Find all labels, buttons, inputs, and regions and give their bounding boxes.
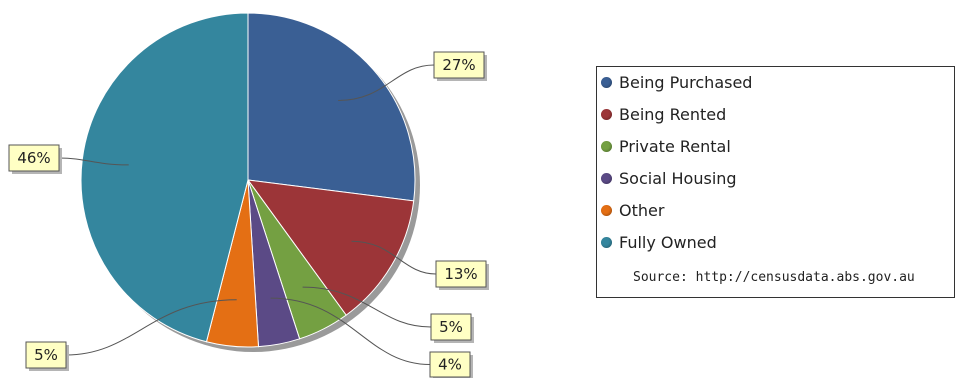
- legend-item-being-purchased: Being Purchased: [601, 71, 752, 93]
- legend-item-being-rented: Being Rented: [601, 103, 726, 125]
- pie-slice-being-purchased: [247, 12, 416, 202]
- legend-swatch: [601, 76, 612, 88]
- leader-line-being-purchased: [338, 64, 435, 101]
- slice-label-text: 13%: [444, 265, 477, 283]
- legend-swatch: [601, 236, 612, 248]
- legend-swatch: [601, 108, 612, 120]
- slice-label-box: [25, 341, 67, 369]
- legend-item-social-housing: Social Housing: [601, 167, 737, 189]
- legend-label: Fully Owned: [619, 232, 717, 252]
- legend-item-other: Other: [601, 199, 664, 221]
- pie-slice-being-rented: [246, 179, 415, 316]
- slice-label-box: [429, 351, 471, 378]
- slice-label-text: 27%: [442, 56, 475, 74]
- legend-label: Being Rented: [619, 104, 727, 124]
- slice-label-text: 5%: [34, 346, 58, 364]
- legend-item-private-rental: Private Rental: [601, 135, 731, 157]
- legend-label: Being Purchased: [619, 72, 753, 92]
- slice-label-private-rental: 5%: [430, 313, 474, 343]
- legend: Being Purchased Being Rented Private Renta…: [596, 66, 955, 298]
- pie-slices: [80, 12, 416, 348]
- legend-label: Other: [619, 200, 665, 220]
- slice-label-social-housing: 4%: [429, 351, 473, 378]
- slice-label-other: 5%: [25, 341, 69, 371]
- legend-label: Private Rental: [619, 136, 731, 156]
- leader-line-private-rental: [302, 286, 432, 328]
- legend-source: Source: http://censusdata.abs.gov.au: [633, 270, 915, 285]
- slice-label-text: 5%: [439, 318, 463, 336]
- slice-label-text: 46%: [17, 149, 50, 167]
- slice-labels: 27% 13% 5% 4% 5% 46%: [8, 51, 489, 378]
- leader-line-other: [65, 299, 237, 356]
- slice-label-box: [430, 313, 472, 341]
- slice-label-being-purchased: 27%: [433, 51, 487, 81]
- slice-label-fully-owned: 46%: [8, 144, 62, 174]
- legend-swatch: [601, 172, 612, 184]
- slice-label-text: 4%: [438, 356, 462, 374]
- legend-swatch: [601, 140, 612, 152]
- leader-lines: [58, 64, 437, 365]
- slice-label-box: [433, 51, 485, 79]
- slice-label-box: [435, 260, 487, 288]
- slice-label-being-rented: 13%: [435, 260, 489, 290]
- leader-line-being-rented: [351, 240, 437, 275]
- legend-item-fully-owned: Fully Owned: [601, 231, 717, 253]
- legend-swatch: [601, 204, 612, 216]
- slice-label-box: [8, 144, 60, 172]
- leader-line-social-housing: [270, 297, 431, 365]
- legend-label: Social Housing: [619, 168, 737, 188]
- leader-line-fully-owned: [58, 157, 129, 166]
- pie-slice-fully-owned: [80, 12, 249, 343]
